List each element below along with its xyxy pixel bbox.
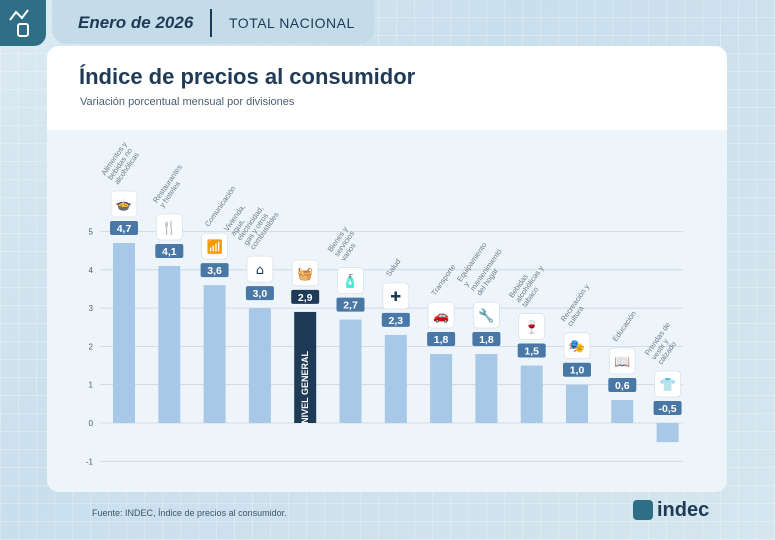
- chart-card-header: [47, 46, 727, 130]
- wifi-icon: [201, 232, 229, 260]
- category-label: Equipamientoymantenimientodel hogar: [455, 238, 510, 297]
- book-icon: [608, 347, 636, 375]
- bar: [656, 423, 679, 443]
- header-divider: [210, 9, 212, 37]
- category-label: Bienes yserviciosvarios: [326, 224, 363, 262]
- cutlery-icon: [155, 213, 183, 241]
- source-note: Fuente: INDEC, Índice de precios al cons…: [92, 508, 287, 518]
- category-label: Recreación ycultura: [559, 282, 598, 328]
- basket-icon-glyph: 🧺: [297, 267, 313, 282]
- data-label: 4,1: [162, 246, 177, 258]
- data-label-box: [110, 220, 138, 235]
- cutlery-icon-glyph: 🍴: [161, 220, 177, 236]
- bottles-icon: [337, 267, 364, 294]
- y-tick-label: 1: [89, 381, 94, 390]
- car-icon: [427, 301, 455, 329]
- basket-icon: [291, 259, 319, 287]
- y-tick-label: -1: [86, 457, 94, 466]
- data-label: 2,3: [388, 315, 403, 327]
- bar: [294, 311, 317, 423]
- tshirt-icon-glyph: 👕: [660, 378, 676, 393]
- category-label: Transporte: [429, 263, 457, 298]
- data-label-box: [381, 312, 410, 327]
- category-label: Alimentos ybebidas noalcohólicas: [99, 140, 142, 186]
- tools-icon-glyph: 🔧: [478, 307, 494, 324]
- data-label-box: [155, 243, 184, 258]
- data-label: 4,7: [117, 223, 132, 235]
- bar: [611, 400, 634, 423]
- house-energy-icon-glyph: ⌂: [256, 263, 264, 278]
- data-label: 2,7: [343, 300, 358, 312]
- bottle-glass-icon-glyph: 🍷: [524, 320, 540, 336]
- y-tick-label: 4: [89, 266, 94, 275]
- category-label: Educación: [611, 309, 638, 343]
- page-title: Índice de precios al consumidor: [79, 64, 416, 89]
- y-tick-label: 2: [89, 342, 94, 351]
- bottle-glass-icon: [518, 313, 546, 340]
- data-label: 3,0: [253, 288, 268, 300]
- category-label: Restaurantesy hoteles: [151, 163, 191, 209]
- brand-name: indec: [657, 499, 710, 521]
- data-label-box: [472, 332, 501, 347]
- page-subtitle: Variación porcentual mensual por divisio…: [80, 96, 295, 108]
- bar: [203, 285, 226, 423]
- bar: [430, 354, 453, 423]
- header-date: Enero de 2026: [78, 13, 194, 32]
- y-tick-label: 0: [89, 419, 94, 428]
- food-bowl-icon-glyph: 🍲: [116, 197, 132, 213]
- data-label: 1,8: [434, 334, 449, 346]
- header-bar: [52, 0, 374, 44]
- data-label: 1,0: [570, 365, 585, 377]
- bar: [248, 308, 271, 423]
- data-label-box: [563, 362, 591, 377]
- data-label: 3,6: [207, 265, 222, 277]
- corner-logo-icon: [0, 0, 46, 46]
- wifi-icon-glyph: 📶: [207, 239, 223, 255]
- bar: [158, 265, 181, 423]
- theater-masks-icon: [563, 332, 591, 360]
- data-label-box: [291, 289, 320, 304]
- bar: [520, 365, 543, 423]
- data-label-box: [336, 297, 365, 312]
- indec-logo-icon: [633, 500, 653, 520]
- data-label: 2,9: [298, 292, 313, 304]
- data-label: 0,6: [615, 380, 630, 392]
- category-label: Vivienda,agua,electricidad,gas y otrosco…: [222, 192, 281, 252]
- bar: [566, 384, 588, 423]
- bottles-icon-glyph: 🧴: [342, 274, 358, 290]
- category-label: NIVEL GENERAL: [300, 351, 310, 424]
- data-label-box: [200, 263, 229, 278]
- y-tick-label: 5: [89, 228, 94, 237]
- food-bowl-icon: [110, 190, 138, 218]
- data-label-box: [427, 332, 456, 347]
- bar: [384, 334, 407, 423]
- data-label: 1,8: [479, 334, 494, 346]
- category-label: Bebidasalcohólicas ytabaco: [507, 259, 552, 309]
- health-cross-icon-glyph: ✚: [390, 290, 401, 305]
- health-cross-icon: [382, 282, 410, 310]
- car-icon-glyph: 🚗: [433, 309, 449, 324]
- tools-icon: [472, 301, 500, 329]
- house-energy-icon: [246, 255, 274, 283]
- theater-masks-icon-glyph: 🎭: [569, 340, 585, 355]
- bar: [113, 242, 135, 423]
- tshirt-icon: [654, 370, 681, 398]
- book-icon-glyph: 📖: [614, 355, 630, 370]
- data-label-box: [608, 378, 637, 393]
- bar: [475, 354, 498, 423]
- category-label: Prendas devestir ycalzado: [643, 320, 685, 366]
- data-label: -0,5: [659, 403, 677, 415]
- category-label: Salud: [384, 257, 402, 278]
- header-scope: TOTAL NACIONAL: [229, 15, 355, 31]
- bar: [339, 319, 362, 423]
- data-label-box: [245, 286, 274, 301]
- y-tick-label: 3: [89, 304, 94, 313]
- data-label-box: [653, 401, 682, 415]
- data-label-box: [517, 343, 546, 358]
- data-label: 1,5: [524, 346, 539, 358]
